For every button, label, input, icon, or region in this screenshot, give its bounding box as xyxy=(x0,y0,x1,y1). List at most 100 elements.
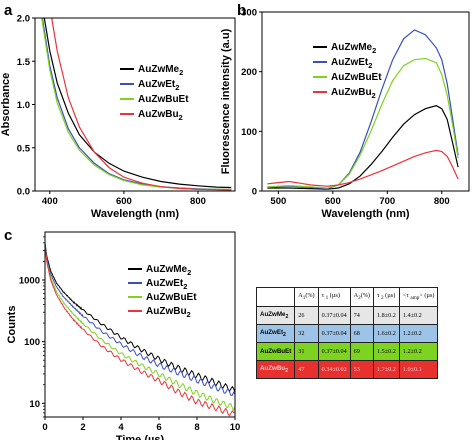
x-axis-title: Wavelength (nm) xyxy=(321,208,410,220)
plot-frame xyxy=(44,231,236,418)
y-tick-label: 0.0 xyxy=(17,187,30,198)
table-header-cell: A1(%) xyxy=(294,287,319,307)
series-line-AuZwBuEt xyxy=(44,245,236,412)
table-row-label: AuZwMe2 xyxy=(255,306,296,325)
cell-value: 0.37±0.04 xyxy=(321,348,347,355)
absorbance-chart: 400 600 800 0.0 0.5 1.0 1.5 2.0 Wavelength (nm) A… xyxy=(0,14,236,220)
legend-label: AuZwMe2 xyxy=(138,64,183,77)
legend-label-base: AuZwBuEt xyxy=(138,94,189,105)
legend-label-base: AuZwBu xyxy=(138,109,179,120)
x-tick-label: 600 xyxy=(116,196,132,207)
table-cell: 1.0±0.1 xyxy=(398,360,439,379)
cell-value: 0.34±0.02 xyxy=(321,366,347,373)
panel-letter-c: c xyxy=(4,227,12,244)
series-line-AuZwMe2 xyxy=(43,17,232,189)
table-header-row: A1(%) τ 1 (µs) A2(%) τ 2 (µs) <τ amp> (µs) xyxy=(255,287,439,307)
table-cell: 0.34±0.02 xyxy=(317,360,351,379)
y-tick-label: 0 xyxy=(252,187,257,198)
cell-value: 32 xyxy=(298,330,305,337)
table-header-cell: <τ amp> (µs) xyxy=(398,287,439,307)
y-tick-label: 10 xyxy=(29,399,40,410)
row-label-base: AuZwMe xyxy=(260,310,286,318)
legend-label-subscript: 2 xyxy=(179,68,183,77)
x-tick-label: 400 xyxy=(42,196,58,207)
header-subscript: 2 xyxy=(358,295,361,302)
legend-label-base: AuZwEt xyxy=(146,278,184,289)
series-line-AuZwBu2 xyxy=(51,17,232,191)
x-tick-label: 800 xyxy=(190,196,206,207)
table-cell: 47 xyxy=(294,360,319,379)
table-header-cell: A2(%) xyxy=(349,287,375,307)
x-tick-label: 8 xyxy=(194,422,199,433)
table-row-label: AuZwBu2 xyxy=(255,360,296,379)
header-symbol: A xyxy=(353,292,359,300)
cell-value: 1.8±0.2 xyxy=(377,312,396,319)
legend-label: AuZwBu2 xyxy=(146,306,191,319)
row-label-subscript: 2 xyxy=(285,314,289,321)
plot-frame xyxy=(261,11,470,192)
legend-label-base: AuZwBu xyxy=(331,87,372,98)
legend-label: AuZwBuEt xyxy=(331,72,382,83)
y-axis-title: Absorbance xyxy=(0,73,12,137)
fluorescence-chart: 500 600 700 800 0 100 200 300 Wavelength (nm) Flu… xyxy=(220,8,470,220)
cell-value: 0.37±0.04 xyxy=(321,330,347,337)
legend-label-base: AuZwBuEt xyxy=(331,72,382,83)
legend-label-base: AuZwMe xyxy=(331,42,373,53)
legend-label-base: AuZwEt xyxy=(331,57,369,68)
row-label-base: AuZwEt xyxy=(260,328,284,336)
legend-label-subscript: 2 xyxy=(179,113,183,122)
cell-value: 1.0±0.1 xyxy=(402,366,422,373)
legend-label: AuZwBu2 xyxy=(331,87,376,100)
legend-label: AuZwMe2 xyxy=(331,42,376,55)
row-label-base: AuZwBu xyxy=(260,364,286,372)
y-axis-title: Counts xyxy=(6,306,18,344)
cell-value: 1.2±0.2 xyxy=(402,348,422,355)
table-corner-cell xyxy=(255,287,296,307)
series-line-AuZwMe2 xyxy=(44,242,236,393)
table-cell: 53 xyxy=(349,360,375,379)
table-row-label: AuZwEt2 xyxy=(255,324,296,343)
header-symbol: τ xyxy=(377,292,382,300)
y-tick-label: 200 xyxy=(241,67,257,78)
x-tick-label: 0 xyxy=(42,422,47,433)
x-tick-label: 600 xyxy=(325,196,341,207)
x-axis-title: Wavelength (nm) xyxy=(91,208,180,220)
y-tick-label: 1.5 xyxy=(17,57,31,68)
legend-label-base: AuZwEt xyxy=(138,79,176,90)
table-row: AuZwBu2 47 0.34±0.02 53 1.7±0.2 1.0±0.1 xyxy=(255,360,439,379)
table-cell: 0.37±0.04 xyxy=(317,342,351,361)
panel-letter-a: a xyxy=(4,2,13,19)
row-label-subscript: 2 xyxy=(285,368,288,375)
x-tick-label: 500 xyxy=(270,196,286,207)
table-cell: 31 xyxy=(294,342,319,361)
legend-label-base: AuZwBu xyxy=(146,306,187,317)
cell-value: 1.6±0.2 xyxy=(377,330,396,337)
legend: AuZwMe2 AuZwEt2 AuZwBuEt AuZwBu2 xyxy=(313,42,382,100)
series-line-AuZwEt2 xyxy=(44,244,236,397)
legend-label-base: AuZwMe xyxy=(138,64,180,75)
row-label-base: AuZwBuEt xyxy=(260,348,292,355)
x-tick-label: 6 xyxy=(156,422,161,433)
table-cell: 68 xyxy=(349,324,375,343)
legend-label: AuZwMe2 xyxy=(146,264,191,277)
cell-value: 69 xyxy=(353,348,360,355)
legend-label-subscript: 2 xyxy=(187,310,191,319)
y-tick-label: 1.0 xyxy=(17,100,30,111)
series-line-AuZwEt2 xyxy=(267,29,459,190)
table-cell: 0.37±0.04 xyxy=(317,324,351,343)
header-symbol: <τ xyxy=(402,292,411,300)
legend-label-subscript: 2 xyxy=(372,46,376,55)
x-tick-label: 2 xyxy=(80,422,85,433)
y-tick-label: 300 xyxy=(241,8,257,19)
header-subscript: amp xyxy=(410,295,420,302)
table-cell: 1.8±0.2 xyxy=(373,306,400,325)
table-header-cell: τ 2 (µs) xyxy=(373,287,400,307)
header-subscript: 1 xyxy=(325,295,329,302)
cell-value: 1.5±0.2 xyxy=(377,348,396,355)
header-symbol: τ xyxy=(321,292,326,300)
cell-value: 26 xyxy=(298,312,305,319)
series-line-AuZwBu2 xyxy=(267,149,459,187)
table-cell: 1.7±0.2 xyxy=(373,360,400,379)
y-tick-label: 2.0 xyxy=(17,14,30,25)
